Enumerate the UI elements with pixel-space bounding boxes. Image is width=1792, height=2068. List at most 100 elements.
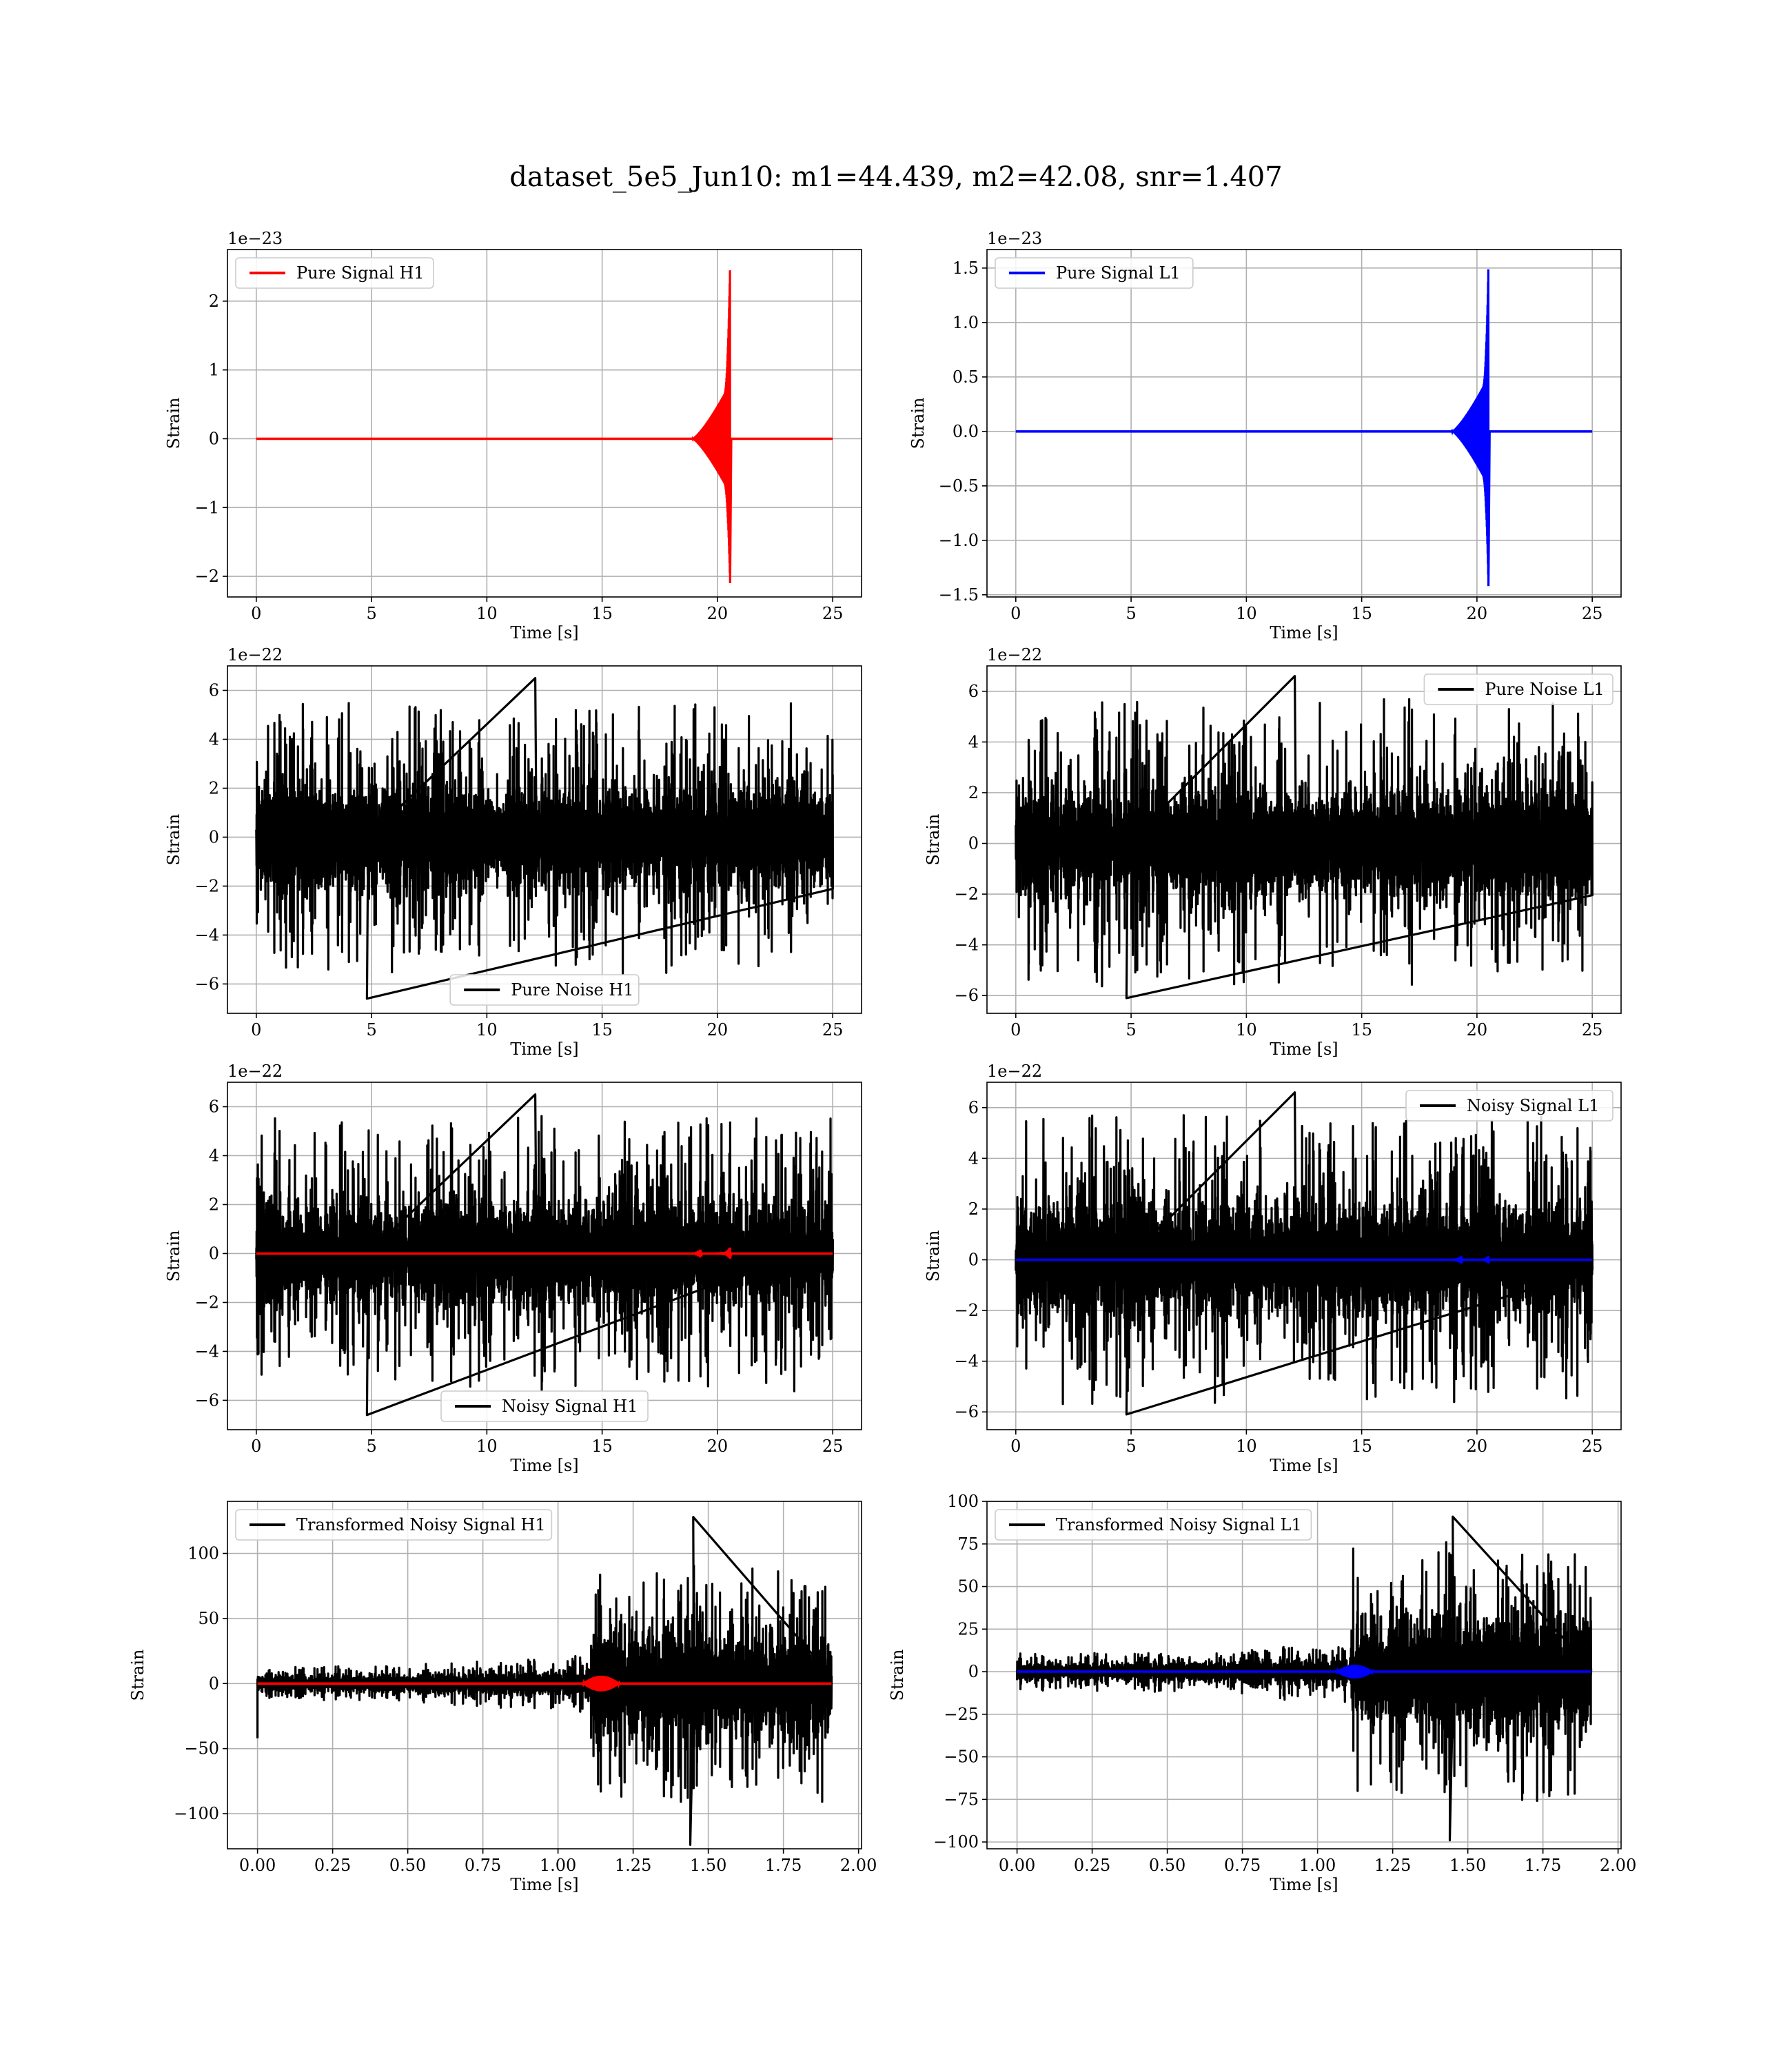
y-tick-label: 100	[187, 1544, 219, 1563]
y-offset-text: 1e−22	[227, 645, 283, 665]
y-offset-text: 1e−23	[227, 229, 283, 248]
y-tick-label: 50	[198, 1609, 219, 1628]
legend-box	[1423, 673, 1613, 705]
y-tick-label: 1	[209, 361, 219, 380]
plot-area	[256, 270, 833, 584]
x-tick-label: 0.75	[1224, 1856, 1261, 1875]
legend: Transformed Noisy Signal L1	[995, 1509, 1312, 1541]
x-axis-label: Time [s]	[510, 1040, 578, 1059]
y-tick-label: −50	[184, 1739, 219, 1758]
x-tick-label: 2.00	[1600, 1856, 1636, 1875]
y-offset-text: 1e−22	[987, 1062, 1042, 1081]
x-tick-label: 20	[1467, 604, 1488, 623]
x-tick-label: 5	[366, 1020, 376, 1040]
panel-pure-noise-l1: 0 5 10 15 20 25 −6 −4 −2 0 2 4 6 Time [s] Strain 1e−22 P…	[924, 645, 1622, 1059]
y-tick-label: −2	[195, 567, 219, 586]
y-tick-label: −2	[955, 1301, 979, 1320]
y-tick-label: 0	[209, 1244, 219, 1263]
x-tick-label: 15	[1351, 1020, 1372, 1040]
x-tick-label: 1.00	[540, 1856, 576, 1875]
x-tick-label: 10	[476, 1020, 498, 1040]
x-tick-label: 20	[1467, 1020, 1488, 1040]
x-tick-label: 15	[591, 604, 613, 623]
y-tick-label: 100	[947, 1492, 979, 1511]
x-tick-label: 0	[251, 604, 261, 623]
legend-box	[995, 257, 1194, 289]
y-tick-label: 1.5	[953, 258, 979, 278]
x-tick-label: 15	[1351, 1437, 1372, 1456]
y-tick-label: −0.5	[939, 476, 979, 496]
y-tick-label: 6	[968, 682, 979, 701]
x-tick-label: 0.00	[999, 1856, 1035, 1875]
x-tick-label: 5	[1126, 1437, 1136, 1456]
x-tick-label: 20	[707, 604, 729, 623]
legend: Noisy Signal H1	[440, 1390, 649, 1422]
y-axis-label: Strain	[164, 814, 183, 866]
y-tick-label: 2	[209, 778, 219, 798]
y-tick-label: −4	[195, 1341, 219, 1361]
legend-box	[235, 1509, 553, 1541]
x-axis-label: Time [s]	[510, 1456, 578, 1475]
x-tick-label: 0.00	[239, 1856, 276, 1875]
x-tick-label: 0	[1010, 604, 1021, 623]
x-tick-label: 2.00	[840, 1856, 877, 1875]
y-tick-label: 2	[209, 292, 219, 311]
legend-label: Noisy Signal L1	[1467, 1096, 1599, 1115]
x-tick-label: 1.50	[1449, 1856, 1486, 1875]
panel-transformed-noisy-signal-h1: 0.00 0.25 0.50 0.75 1.00 1.25 1.50 1.75 2.00 −100…	[128, 1501, 877, 1894]
plot-area	[255, 677, 834, 1000]
legend-label: Noisy Signal H1	[502, 1397, 638, 1416]
plot-area	[255, 1093, 834, 1417]
pure-noise-h1-line	[255, 677, 834, 1000]
x-tick-label: 0	[251, 1437, 261, 1456]
x-tick-label: 20	[707, 1437, 729, 1456]
legend: Pure Noise H1	[449, 974, 640, 1006]
x-tick-label: 0.50	[1149, 1856, 1185, 1875]
y-tick-label: −25	[944, 1705, 979, 1724]
y-tick-label: −1	[195, 498, 219, 517]
y-tick-label: 0	[968, 1250, 979, 1270]
y-tick-label: 50	[957, 1577, 979, 1596]
y-tick-label: 0	[209, 1674, 219, 1693]
x-tick-label: 5	[1126, 1020, 1136, 1040]
y-tick-label: −1.5	[939, 585, 979, 605]
x-tick-label: 25	[822, 604, 844, 623]
axes-frame	[227, 665, 862, 1014]
panel-noisy-signal-h1: 0 5 10 15 20 25 −6 −4 −2 0 2 4 6 Time [s] Strain 1e−22 N…	[164, 1062, 862, 1475]
plot-area	[1015, 1091, 1594, 1416]
x-axis-label: Time [s]	[1270, 623, 1338, 642]
y-tick-label: 0	[968, 1662, 979, 1681]
x-tick-label: 25	[822, 1020, 844, 1040]
y-offset-text: 1e−22	[227, 1062, 283, 1081]
x-tick-label: 1.75	[765, 1856, 802, 1875]
y-axis-label: Strain	[908, 398, 928, 449]
panel-pure-signal-l1: 0 5 10 15 20 25 −1.5 −1.0 −0.5 0.0 0.5 1.0 1.5 Time […	[908, 229, 1622, 642]
y-tick-label: 6	[209, 1097, 219, 1116]
legend: Pure Noise L1	[1423, 673, 1613, 705]
pure-noise-l1-line	[1015, 675, 1594, 1000]
y-tick-label: 0	[209, 429, 219, 448]
y-tick-label: −4	[195, 925, 219, 944]
plot-area	[1015, 675, 1594, 1000]
x-tick-label: 10	[1236, 604, 1257, 623]
pure-signal-l1-line-chirp	[1451, 269, 1491, 587]
panel-pure-noise-h1: 0 5 10 15 20 25 −6 −4 −2 0 2 4 6 Time [s] Strain 1e−22 P…	[164, 645, 862, 1059]
y-tick-label: 4	[209, 729, 219, 749]
x-tick-label: 25	[1582, 1020, 1603, 1040]
x-tick-label: 5	[366, 604, 376, 623]
legend-box	[449, 974, 640, 1006]
x-tick-label: 25	[1582, 604, 1603, 623]
y-tick-label: 2	[968, 783, 979, 802]
legend-box	[235, 257, 434, 289]
x-tick-label: 0	[1010, 1020, 1021, 1040]
y-tick-label: 1.0	[953, 313, 979, 332]
pure-signal-h1-line-chirp	[691, 270, 733, 584]
x-tick-label: 5	[1126, 604, 1136, 623]
legend-label: Pure Signal L1	[1056, 263, 1181, 283]
panel-transformed-noisy-signal-l1: 0.00 0.25 0.50 0.75 1.00 1.25 1.50 1.75 2.00 −100…	[888, 1492, 1636, 1894]
axes-frame	[986, 1501, 1622, 1849]
y-tick-label: 25	[957, 1619, 979, 1639]
x-tick-label: 1.25	[615, 1856, 651, 1875]
y-tick-label: 6	[209, 680, 219, 700]
y-tick-label: 0.5	[953, 367, 979, 387]
